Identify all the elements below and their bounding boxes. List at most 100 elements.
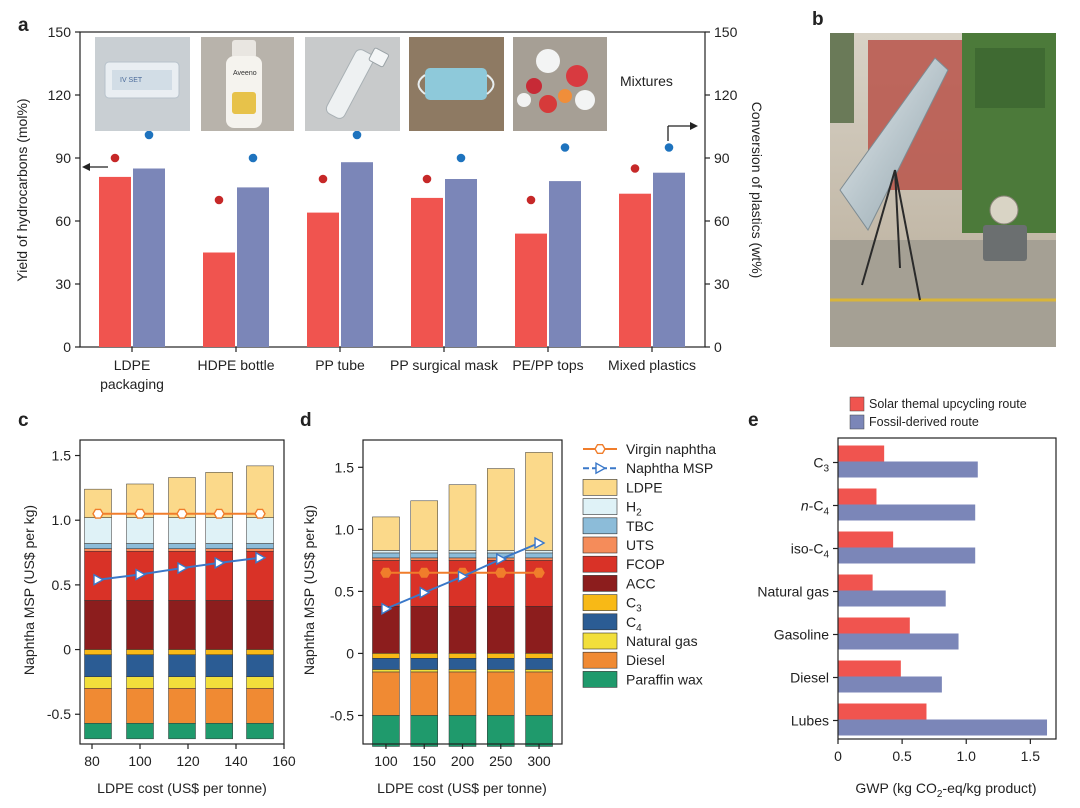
panel-c-bar-uts [84,548,112,552]
panel-d-bar-paraffin-wax [525,715,553,747]
category-label-ldpe-packaging: packaging [100,376,164,392]
conversion-dot-pp-tube [352,130,362,140]
panel-e-x-tick-label: 0 [834,748,842,764]
fossil-bar-gasoline [838,633,959,650]
panel-a-chart: 0 0 30 30 60 60 90 90 120 120 150 150 LDPE packaging… [14,24,765,392]
panel-d-marker-naphtha-msp [534,536,546,550]
legend-label-c4: C4 [626,614,642,634]
legend-swatch-natural-gas [582,632,618,650]
panel-d-bar-fcop [372,560,400,607]
yield-bar-ldpe-packaging [99,176,131,347]
panel-d-bar-ldpe [525,452,553,551]
panel-c-bar-c4 [126,654,154,677]
panel-c-bar-diesel [126,688,154,724]
panel-e-chart: Solar themal upcycling route Fossil-deriv… [757,396,1057,800]
panel-d-bar-h2 [410,550,438,554]
panel-d-bar-uts [372,557,400,561]
panel-d-bar-acc [525,606,553,654]
panel-a-left-tick-label: 30 [55,276,71,292]
panel-e-category-iso-c4: iso-C4 [791,541,830,561]
panel-c-bar-fcop [205,551,233,601]
panel-label-e: e [748,410,759,431]
conversion-dot-pp-surgical-mask [456,153,466,163]
solar-bar-gasoline [838,617,910,634]
panel-c-bar-c4 [246,654,274,677]
panel-c-bar-paraffin-wax [205,723,233,740]
panel-d-x-tick-label: 200 [451,753,475,769]
panel-d-bar-diesel [525,671,553,716]
panel-label-d: d [300,410,312,431]
panel-d-bar-tbc [410,552,438,559]
panel-a-left-ylabel: Yield of hydrocarbons (mol%) [14,98,30,281]
panel-c-x-tick-label: 80 [84,753,100,769]
fossil-bar-iso-c4 [838,547,976,564]
panel-c-bar-diesel [246,688,274,724]
panel-c-bar-natural-gas [205,676,233,689]
panel-d-bar-c3 [487,653,515,659]
right-axis-arrow [667,122,698,141]
panel-d-bar-h2 [487,550,515,554]
panel-d-bar-acc [448,606,477,654]
legend-swatch-paraffin-wax [582,671,618,688]
panel-d-bar-tbc [525,552,553,559]
panel-a-right-tick-label: 150 [714,24,738,40]
panel-d-bar-c4 [448,658,477,670]
panel-c-bar-h2 [205,517,233,544]
panel-c-marker-virgin-naphtha [213,508,226,519]
panel-c-bar-acc [126,600,154,650]
fossil-bar-diesel [838,676,942,693]
panel-d-bar-paraffin-wax [448,715,477,747]
solar-bar-diesel [838,660,901,677]
panel-d-bar-uts [525,557,553,561]
panel-d-x-tick-label: 100 [374,753,398,769]
panel-c-y-tick-label: 1.5 [52,448,72,464]
panel-d-x-tick-label: 150 [413,753,437,769]
panel-d-marker-naphtha-msp [381,602,393,615]
panel-e-category-n-c4: n-C4 [801,498,830,518]
solar-bar-natural-gas [838,574,873,591]
photo-pp-surgical-mask [409,37,504,131]
solar-bar-c3 [838,445,885,462]
panel-d-bar-acc [410,606,438,654]
panel-d-bar-paraffin-wax [372,715,400,747]
panel-a-left-tick-label: 90 [55,150,71,166]
panel-a-frame [79,31,706,348]
fossil-bar-lubes [838,719,1048,736]
panel-d-y-tick-label: 1.5 [335,459,355,475]
legend-swatch-ldpe [582,479,618,496]
panel-d-bar-fcop [410,560,438,607]
panel-e-xlabel: GWP (kg CO2-eq/kg product) [855,780,1036,800]
panel-d-bar-ldpe [448,484,477,551]
panel-c-bar-diesel [205,688,233,724]
panel-a-right-tick-label: 60 [714,213,730,229]
panel-c-marker-naphtha-msp [214,556,226,570]
panel-c-marker-naphtha-msp [93,573,105,586]
legend-label-naphtha-msp: Naphtha MSP [626,460,713,476]
panel-c-bar-tbc [126,543,154,549]
svg-text:IV SET: IV SET [120,77,143,84]
panel-d-marker-virgin-naphtha [380,567,392,578]
legend-label-h2: H2 [626,499,642,519]
panel-d-x-tick-label: 250 [489,753,513,769]
panel-d-bar-h2 [525,550,553,554]
panel-c-chart: -0.5 0 0.5 1.0 1.5 80 100 120 140 160 LDPE cost (… [21,439,296,796]
panel-d-bar-h2 [448,550,477,554]
legend-swatch-c3 [582,594,618,611]
conversion-dot-ldpe-packaging [144,130,154,140]
panel-c-ylabel: Naphtha MSP (US$ per kg) [21,505,37,675]
panel-c-bar-h2 [168,517,196,544]
panel-c-bar-acc [205,600,233,650]
panel-d-ylabel: Naphtha MSP (US$ per kg) [301,505,317,675]
legend-swatch-h2 [582,498,618,515]
panel-d-marker-naphtha-msp [496,552,508,566]
panel-c-bar-uts [168,548,196,552]
panel-c-marker-virgin-naphtha [134,508,146,519]
panel-c-bar-c3 [84,649,112,655]
panel-d-bar-fcop [448,560,477,607]
panel-d-bar-c4 [372,658,400,670]
panel-e-category-natural-gas: Natural gas [757,584,829,600]
panel-d-y-tick-label: 0 [346,645,354,661]
panel-c-y-tick-label: 0 [63,642,71,658]
photo-pp-tube [305,37,400,131]
